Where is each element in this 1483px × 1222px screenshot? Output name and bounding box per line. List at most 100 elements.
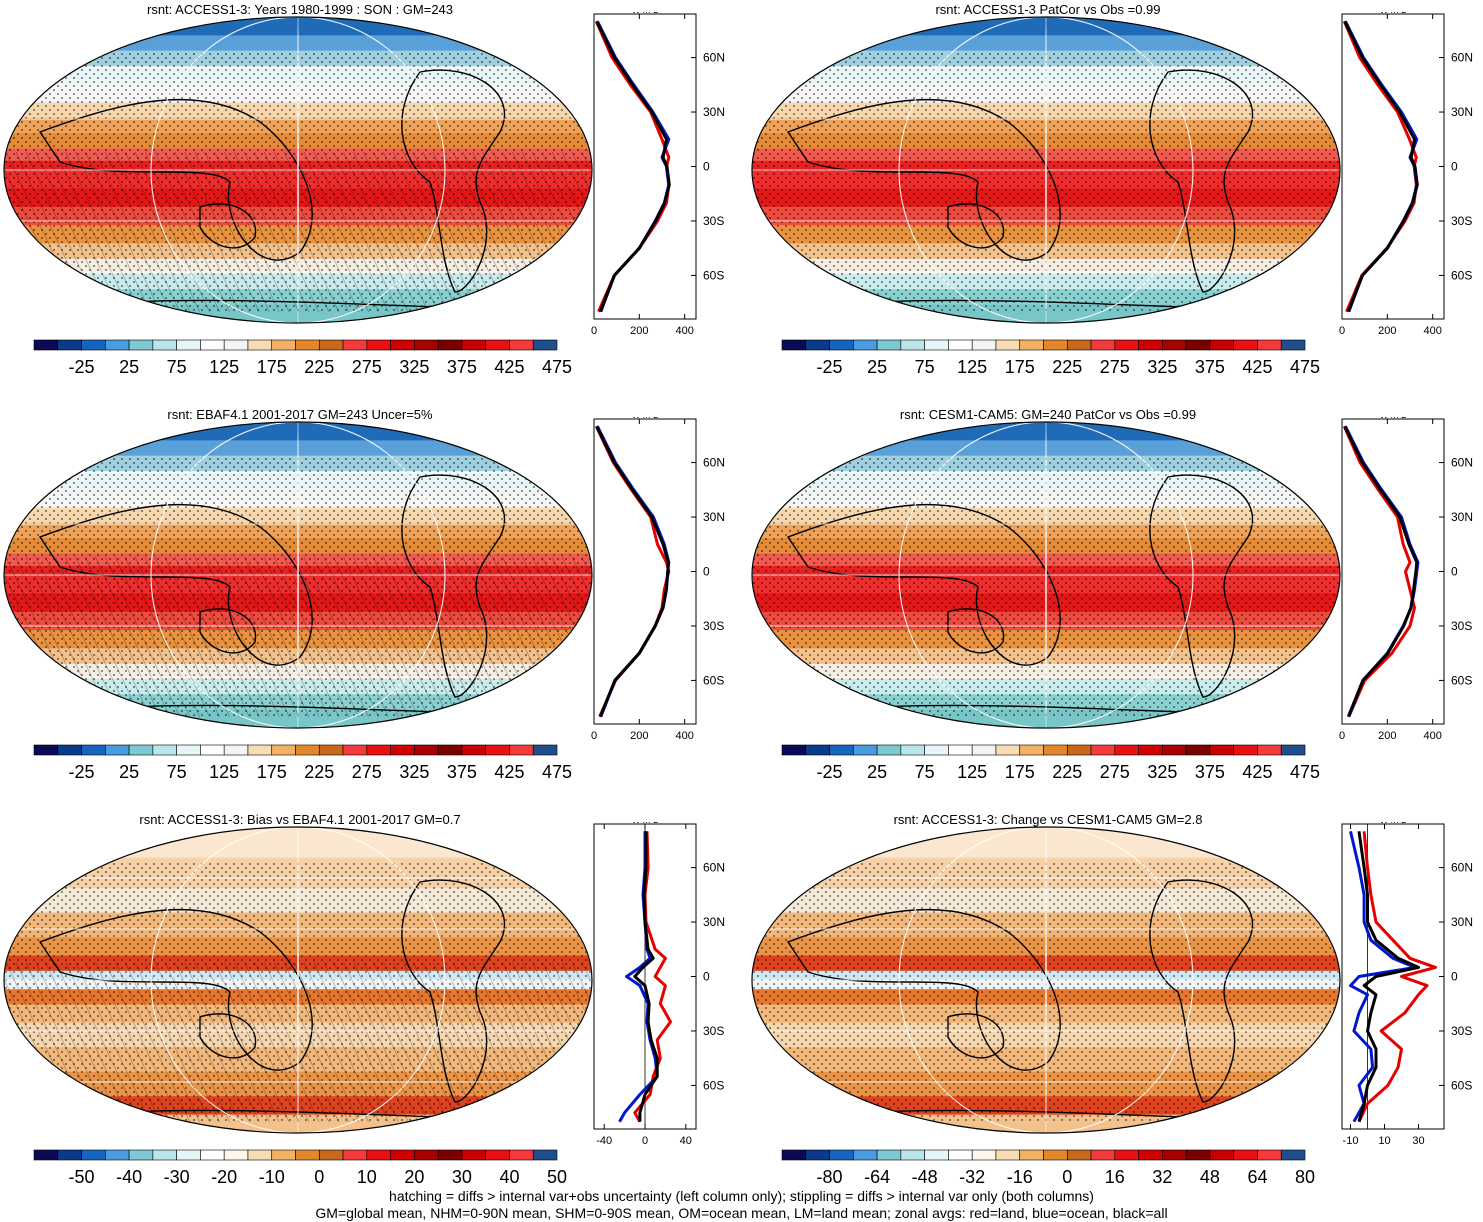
- colorbar-tick-label: 425: [494, 357, 524, 377]
- profile-line-land: [594, 425, 671, 718]
- colorbar-tick-label: 375: [447, 762, 477, 782]
- profile-unit: W m-2: [1380, 822, 1407, 825]
- colorbar-swatch: [1019, 339, 1044, 351]
- colorbar-tick-label: 64: [1247, 1167, 1267, 1187]
- map-band: [4, 17, 592, 37]
- colorbar-3: -25 25 75 125 175 225 275 325 375 425 475: [33, 744, 572, 782]
- colorbar-swatch: [105, 339, 130, 351]
- colorbar-swatch: [924, 339, 949, 351]
- profile-3: 60N 30N 0 30S 60S 0 200 400 W m-2: [591, 417, 725, 742]
- stippling: [752, 52, 1340, 312]
- colorbar-swatch: [829, 1149, 854, 1161]
- colorbar-swatch: [437, 339, 463, 351]
- map-band: [4, 422, 592, 442]
- colorbar-swatch: [1114, 1149, 1139, 1161]
- profile-ylabel: 30S: [1451, 1024, 1472, 1038]
- profile-xlabel: 30: [1412, 1135, 1424, 1147]
- colorbar-tick-label: -50: [69, 1167, 95, 1187]
- colorbar-swatch: [1138, 339, 1163, 351]
- colorbar-swatch: [57, 744, 82, 756]
- colorbar-swatch: [414, 1149, 439, 1161]
- colorbar-swatch: [271, 744, 296, 756]
- profile-ylabel: 0: [703, 565, 710, 579]
- colorbar-tick-label: 0: [1062, 1167, 1072, 1187]
- graticule-lon: [1045, 422, 1047, 728]
- colorbar-tick-label: 40: [499, 1167, 519, 1187]
- colorbar-swatch: [1233, 744, 1258, 756]
- colorbar-swatch: [1138, 744, 1163, 756]
- colorbar-tick-label: 225: [304, 357, 334, 377]
- colorbar-swatch: [200, 339, 225, 351]
- colorbar-swatch: [805, 339, 830, 351]
- graticule-lon: [1045, 827, 1047, 1133]
- profile-ylabel: 60S: [1451, 673, 1472, 687]
- colorbar-tick-label: -32: [959, 1167, 985, 1187]
- colorbar-tick-label: 50: [547, 1167, 567, 1187]
- profile-unit: W m-2: [632, 822, 659, 825]
- colorbar-swatch: [295, 1149, 320, 1161]
- colorbar-tick-label: 325: [1147, 762, 1177, 782]
- hatching: [4, 557, 592, 717]
- hatching: [4, 152, 592, 312]
- colorbar-swatch: [1043, 339, 1068, 351]
- colorbar-swatch: [342, 339, 368, 351]
- profile-ylabel: 30S: [1451, 214, 1472, 228]
- profile-unit: W m-2: [632, 417, 659, 420]
- colorbar-swatch: [152, 1149, 177, 1161]
- colorbar-swatch: [1019, 1149, 1044, 1161]
- colorbar-swatch: [1114, 744, 1139, 756]
- graticule-lon: [898, 422, 1194, 728]
- colorbar-swatch: [876, 339, 902, 351]
- map-title-2: rsnt: ACCESS1-3 PatCor vs Obs =0.99: [935, 2, 1161, 17]
- colorbar-swatch: [948, 339, 973, 351]
- profile-ylabel: 0: [703, 160, 710, 174]
- panel-5: -50 -40 -30 -20 -10 0 10 20 30 40 50 60N 30N 0 30S 60S -…: [3, 822, 725, 1187]
- colorbar-tick-label: 0: [314, 1167, 324, 1187]
- colorbar-tick-label: 75: [167, 357, 187, 377]
- colorbar-tick-label: 75: [915, 357, 935, 377]
- profile-ylabel: 60S: [703, 673, 724, 687]
- colorbar-swatch: [900, 1149, 925, 1161]
- colorbar-tick-label: 275: [352, 762, 382, 782]
- profile-line-land: [1342, 20, 1418, 313]
- colorbar-swatch: [781, 744, 807, 756]
- colorbar-tick-label: 475: [542, 357, 572, 377]
- colorbar-swatch: [995, 339, 1021, 351]
- colorbar-swatch: [532, 339, 558, 351]
- colorbar-swatch: [971, 744, 997, 756]
- profile-ylabel: 30S: [703, 214, 724, 228]
- colorbar-tick-label: 48: [1200, 1167, 1220, 1187]
- colorbar-swatch: [152, 339, 177, 351]
- panel-4: -25 25 75 125 175 225 275 325 375 425 475 60N 30N 0 30…: [751, 417, 1473, 782]
- colorbar-swatch: [1090, 744, 1116, 756]
- panel-2: -25 25 75 125 175 225 275 325 375 425 475 60N 30N 0 30…: [751, 12, 1473, 377]
- panel-1: -25 25 75 125 175 225 275 325 375 425 475 60N 30N 0 30…: [3, 12, 725, 377]
- map-border: [751, 826, 1341, 1134]
- colorbar-tick-label: 225: [1052, 762, 1082, 782]
- colorbar-swatch: [223, 339, 249, 351]
- profile-ylabel: 30S: [1451, 619, 1472, 633]
- profile-ylabel: 30N: [1451, 105, 1473, 119]
- colorbar-swatch: [271, 1149, 296, 1161]
- colorbar-tick-label: 25: [119, 357, 139, 377]
- colorbar-swatch: [805, 744, 830, 756]
- colorbar-swatch: [437, 1149, 463, 1161]
- colorbar-tick-label: 225: [1052, 357, 1082, 377]
- colorbar-swatch: [924, 744, 949, 756]
- colorbar-tick-label: -80: [817, 1167, 843, 1187]
- profile-ylabel: 60S: [1451, 268, 1472, 282]
- colorbar-swatch: [247, 339, 273, 351]
- colorbar-swatch: [176, 744, 201, 756]
- colorbar-swatch: [1090, 1149, 1116, 1161]
- colorbar-swatch: [509, 1149, 534, 1161]
- colorbar-tick-label: -25: [69, 357, 95, 377]
- colorbar-swatch: [995, 1149, 1021, 1161]
- profile-xlabel: 400: [1423, 730, 1441, 742]
- map-band: [752, 422, 1340, 442]
- colorbar-swatch: [1185, 744, 1211, 756]
- profile-line-all: [633, 831, 659, 1122]
- map-1: [4, 17, 592, 323]
- profile-ylabel: 0: [703, 970, 710, 984]
- graticule-lon: [297, 422, 299, 728]
- panel-3: -25 25 75 125 175 225 275 325 375 425 475 60N 30N 0 30…: [3, 417, 725, 782]
